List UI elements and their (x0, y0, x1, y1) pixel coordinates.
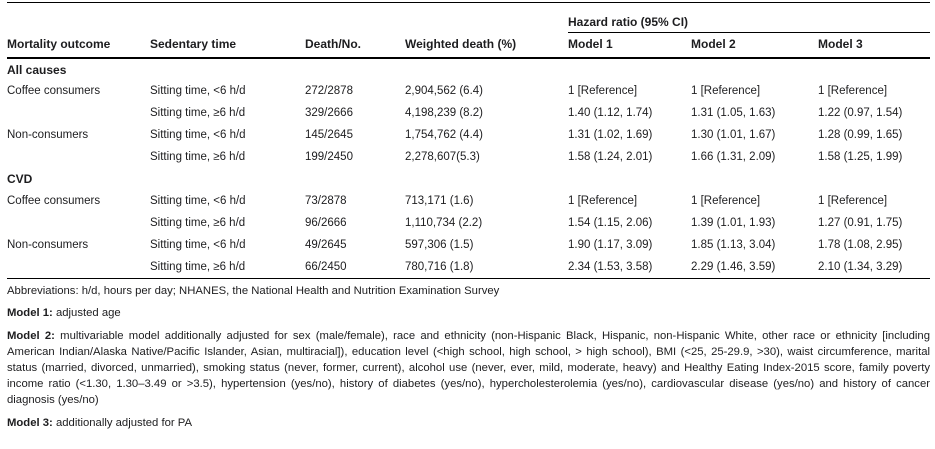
abbreviations-note: Abbreviations: h/d, hours per day; NHANE… (7, 283, 930, 299)
cell-model1: 1.31 (1.02, 1.69) (568, 129, 653, 141)
cell-sedentary: Sitting time, <6 h/d (150, 85, 246, 97)
model1-note: Model 1: adjusted age (7, 305, 930, 321)
header-model-2: Model 2 (691, 32, 818, 59)
cell-sedentary: Sitting time, <6 h/d (150, 129, 246, 141)
cell-outcome (7, 256, 150, 278)
cell-weighted-death: 2,904,562 (6.4) (405, 85, 484, 97)
cell-model2: 1 [Reference] (691, 195, 761, 207)
table-footnotes: Abbreviations: h/d, hours per day; NHANE… (7, 279, 930, 431)
cell-death-no: 272/2878 (305, 85, 353, 97)
cell-weighted-death: 2,278,607(5.3) (405, 151, 480, 163)
table-header: Mortality outcome Sedentary time Death/N… (7, 2, 931, 59)
table-row: Sitting time, ≥6 h/d 66/2450 780,716 (1.… (7, 256, 930, 278)
model1-text: adjusted age (52, 306, 121, 319)
cell-weighted-death: 780,716 (1.8) (405, 260, 474, 273)
cell-model3: 1.78 (1.08, 2.95) (818, 239, 903, 251)
cell-death-no: 145/2645 (305, 129, 353, 141)
cell-model2: 1.31 (1.05, 1.63) (691, 107, 776, 119)
model1-label: Model 1: (7, 306, 53, 319)
cell-model2: 1 [Reference] (691, 85, 761, 97)
cell-death-no: 49/2645 (305, 239, 347, 251)
header-model-3: Model 3 (818, 32, 931, 59)
cell-sedentary: Sitting time, <6 h/d (150, 239, 246, 251)
table-row: Coffee consumers Sitting time, <6 h/d 27… (7, 80, 930, 102)
cell-sedentary: Sitting time, ≥6 h/d (150, 151, 246, 163)
model2-label: Model 2: (7, 329, 55, 342)
cell-model3: 1.28 (0.99, 1.65) (818, 129, 903, 141)
cell-model1: 1.54 (1.15, 2.06) (568, 217, 653, 229)
cell-model3: 1.27 (0.91, 1.75) (818, 217, 903, 229)
cell-model3: 1 [Reference] (818, 85, 888, 97)
paper-page: Mortality outcome Sedentary time Death/N… (7, 2, 931, 431)
cell-model1: 1.90 (1.17, 3.09) (568, 239, 653, 251)
cell-model3: 1.22 (0.97, 1.54) (818, 107, 903, 119)
section-header-cvd: CVD (7, 168, 930, 190)
cell-weighted-death: 1,110,734 (2.2) (405, 217, 483, 229)
cell-model2: 2.29 (1.46, 3.59) (691, 260, 776, 273)
model2-note: Model 2: multivariable model additionall… (7, 328, 930, 408)
header-mortality-outcome: Mortality outcome (7, 2, 150, 59)
cell-outcome (7, 102, 150, 124)
model3-note: Model 3: additionally adjusted for PA (7, 415, 930, 431)
cell-model1: 1.40 (1.12, 1.74) (568, 107, 653, 119)
section-header-all-causes: All causes (7, 58, 930, 80)
cell-model1: 2.34 (1.53, 3.58) (568, 260, 653, 273)
header-death-no: Death/No. (305, 2, 405, 59)
table-body: All causes Coffee consumers Sitting time… (7, 58, 930, 278)
hazard-ratio-table: Mortality outcome Sedentary time Death/N… (7, 2, 931, 279)
cell-model2: 1.66 (1.31, 2.09) (691, 151, 776, 163)
cell-outcome: Non-consumers (7, 239, 89, 251)
cell-sedentary: Sitting time, ≥6 h/d (150, 217, 246, 229)
table-row: Non-consumers Sitting time, <6 h/d 49/26… (7, 234, 930, 256)
table-row: Sitting time, ≥6 h/d 329/2666 4,198,239 … (7, 102, 930, 124)
cell-death-no: 329/2666 (305, 107, 353, 119)
table-row: Sitting time, ≥6 h/d 96/2666 1,110,734 (… (7, 212, 930, 234)
cell-death-no: 199/2450 (305, 151, 353, 163)
model2-text: multivariable model additionally adjuste… (7, 329, 930, 406)
model3-label: Model 3: (7, 416, 53, 429)
cell-model3: 1 [Reference] (818, 195, 888, 207)
header-sedentary-time: Sedentary time (150, 2, 305, 59)
header-model-1: Model 1 (568, 32, 691, 59)
section-title: All causes (7, 62, 67, 77)
cell-outcome: Coffee consumers (7, 85, 101, 97)
cell-weighted-death: 4,198,239 (8.2) (405, 107, 484, 119)
cell-outcome: Non-consumers (7, 129, 89, 141)
cell-model2: 1.39 (1.01, 1.93) (691, 217, 776, 229)
cell-outcome (7, 146, 150, 168)
cell-model1: 1 [Reference] (568, 195, 638, 207)
abbreviations-text: Abbreviations: h/d, hours per day; NHANE… (7, 284, 500, 297)
cell-sedentary: Sitting time, <6 h/d (150, 195, 246, 207)
cell-death-no: 73/2878 (305, 195, 347, 207)
cell-death-no: 66/2450 (305, 260, 347, 273)
cell-sedentary: Sitting time, ≥6 h/d (150, 107, 246, 119)
section-title: CVD (7, 172, 33, 186)
table-row: Non-consumers Sitting time, <6 h/d 145/2… (7, 124, 930, 146)
cell-model3: 2.10 (1.34, 3.29) (818, 260, 903, 273)
header-hazard-ratio-group: Hazard ratio (95% CI) (568, 2, 931, 33)
cell-weighted-death: 1,754,762 (4.4) (405, 129, 484, 141)
cell-outcome (7, 212, 150, 234)
cell-weighted-death: 713,171 (1.6) (405, 195, 474, 207)
cell-model2: 1.30 (1.01, 1.67) (691, 129, 776, 141)
cell-outcome: Coffee consumers (7, 195, 101, 207)
table-row: Coffee consumers Sitting time, <6 h/d 73… (7, 190, 930, 212)
cell-weighted-death: 597,306 (1.5) (405, 239, 474, 251)
cell-sedentary: Sitting time, ≥6 h/d (150, 260, 246, 273)
cell-model2: 1.85 (1.13, 3.04) (691, 239, 776, 251)
cell-model1: 1.58 (1.24, 2.01) (568, 151, 653, 163)
table-row: Sitting time, ≥6 h/d 199/2450 2,278,607(… (7, 146, 930, 168)
model3-text: additionally adjusted for PA (52, 416, 193, 429)
cell-model3: 1.58 (1.25, 1.99) (818, 151, 903, 163)
cell-death-no: 96/2666 (305, 217, 347, 229)
cell-model1: 1 [Reference] (568, 85, 638, 97)
header-weighted-death: Weighted death (%) (405, 2, 568, 59)
